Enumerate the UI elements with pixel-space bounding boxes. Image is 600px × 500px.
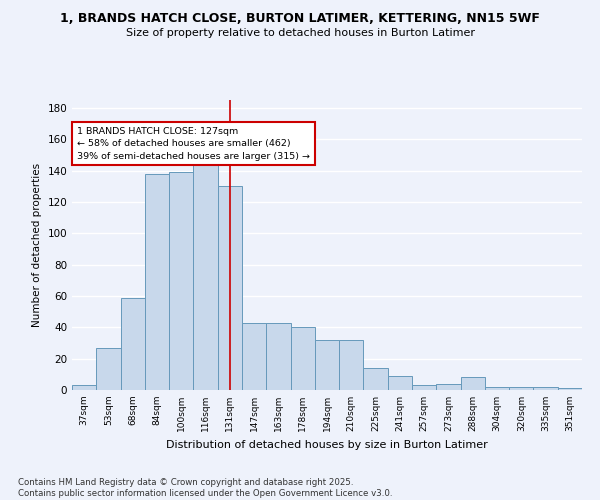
Bar	[145, 174, 169, 390]
Bar	[96, 348, 121, 390]
Bar	[121, 298, 145, 390]
X-axis label: Distribution of detached houses by size in Burton Latimer: Distribution of detached houses by size …	[166, 440, 488, 450]
Bar	[388, 376, 412, 390]
Bar	[242, 322, 266, 390]
Bar	[72, 386, 96, 390]
Bar	[533, 387, 558, 390]
Bar	[558, 388, 582, 390]
Text: 1 BRANDS HATCH CLOSE: 127sqm
← 58% of detached houses are smaller (462)
39% of s: 1 BRANDS HATCH CLOSE: 127sqm ← 58% of de…	[77, 126, 310, 160]
Bar	[461, 378, 485, 390]
Bar	[315, 340, 339, 390]
Bar	[290, 328, 315, 390]
Text: Contains HM Land Registry data © Crown copyright and database right 2025.
Contai: Contains HM Land Registry data © Crown c…	[18, 478, 392, 498]
Bar	[412, 386, 436, 390]
Bar	[266, 322, 290, 390]
Y-axis label: Number of detached properties: Number of detached properties	[32, 163, 42, 327]
Bar	[193, 158, 218, 390]
Bar	[169, 172, 193, 390]
Bar	[485, 387, 509, 390]
Text: Size of property relative to detached houses in Burton Latimer: Size of property relative to detached ho…	[125, 28, 475, 38]
Text: 1, BRANDS HATCH CLOSE, BURTON LATIMER, KETTERING, NN15 5WF: 1, BRANDS HATCH CLOSE, BURTON LATIMER, K…	[60, 12, 540, 26]
Bar	[364, 368, 388, 390]
Bar	[218, 186, 242, 390]
Bar	[436, 384, 461, 390]
Bar	[339, 340, 364, 390]
Bar	[509, 387, 533, 390]
